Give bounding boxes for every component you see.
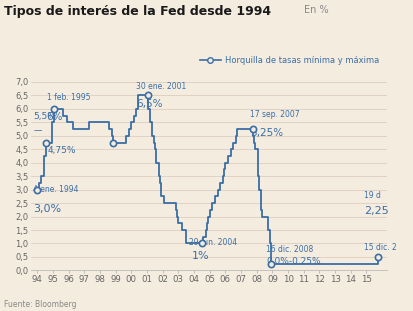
Legend: Horquilla de tasas mínima y máxima: Horquilla de tasas mínima y máxima <box>196 52 382 68</box>
Text: 4,75%: 4,75% <box>47 146 76 155</box>
Text: 2,25: 2,25 <box>363 206 388 216</box>
Text: 29 jun. 2004: 29 jun. 2004 <box>189 238 237 247</box>
Text: 17 sep. 2007: 17 sep. 2007 <box>250 110 299 119</box>
Text: 16 dic. 2008: 16 dic. 2008 <box>266 245 313 254</box>
Text: 3,0%: 3,0% <box>33 204 62 214</box>
Text: 19 d: 19 d <box>363 191 380 200</box>
Text: 1%: 1% <box>191 251 209 261</box>
Text: Fuente: Bloomberg: Fuente: Bloomberg <box>4 300 76 309</box>
Text: —: — <box>33 126 42 135</box>
Text: En %: En % <box>304 5 328 15</box>
Text: 6,5%: 6,5% <box>136 100 162 109</box>
Text: 15 dic. 2: 15 dic. 2 <box>363 243 396 252</box>
Text: 30 ene. 2001: 30 ene. 2001 <box>136 81 186 91</box>
Text: 5,5%: 5,5% <box>33 112 56 121</box>
Text: Tipos de interés de la Fed desde 1994: Tipos de interés de la Fed desde 1994 <box>4 5 271 18</box>
Text: 5,25%: 5,25% <box>250 128 283 138</box>
Text: 6%: 6% <box>47 112 63 122</box>
Text: 0,0%-0,25%: 0,0%-0,25% <box>266 258 320 267</box>
Text: 4 ene. 1994: 4 ene. 1994 <box>33 185 79 194</box>
Text: 1 feb. 1995: 1 feb. 1995 <box>47 93 90 102</box>
